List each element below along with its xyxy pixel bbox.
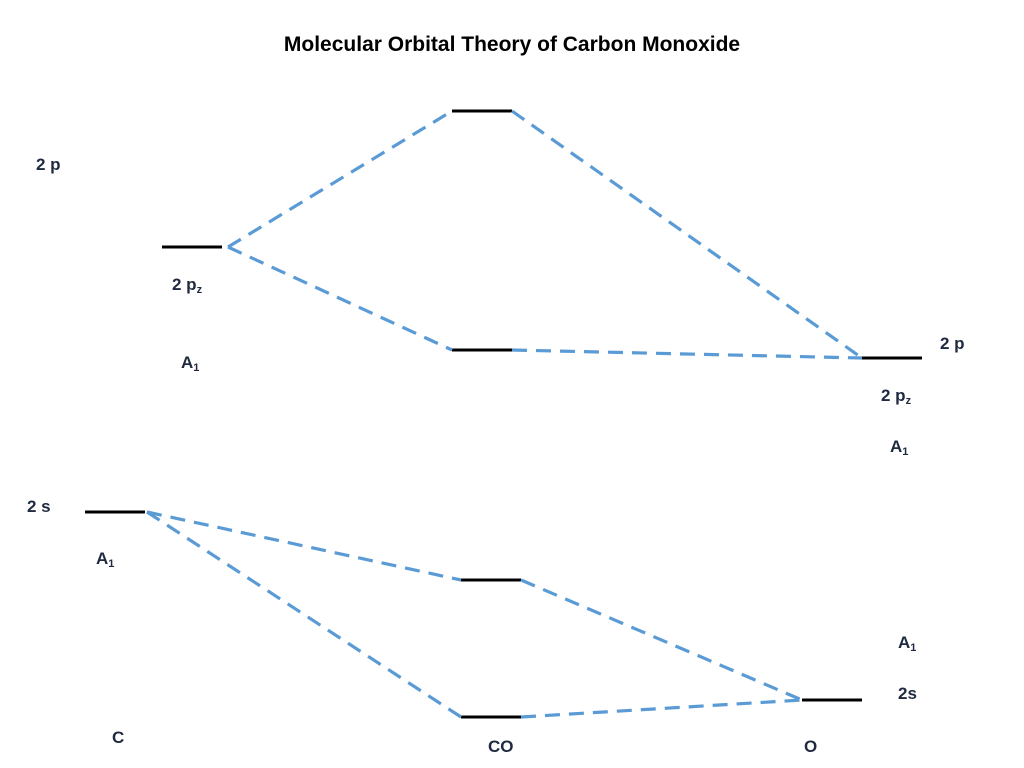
carbon-atom-label: C — [112, 728, 125, 747]
connector-bonding-to-o2s — [520, 698, 803, 719]
carbon-2pz-label: 2 pz — [172, 275, 203, 296]
connector-c2p-to-bonding — [227, 245, 453, 352]
oxygen-atom-label: O — [804, 737, 818, 756]
diagram-title: Molecular Orbital Theory of Carbon Monox… — [283, 33, 741, 56]
oxygen-2s-label: 2s — [898, 684, 917, 703]
connector-c2s-to-bonding — [146, 510, 462, 719]
connector-bonding-to-o2p — [511, 348, 863, 360]
oxygen-a1-lower-label: A1 — [898, 633, 917, 654]
oxygen-2pz-label: 2 pz — [881, 386, 912, 407]
connector-antibonding-to-o2s — [520, 578, 803, 702]
connector-c2s-to-antibonding — [146, 510, 462, 582]
molecule-label: CO — [488, 737, 514, 756]
connector-antibonding-to-o2p — [511, 109, 863, 360]
carbon-a1-upper-label: A1 — [181, 353, 200, 374]
oxygen-a1-upper-label: A1 — [890, 437, 909, 458]
carbon-2s-label: 2 s — [27, 497, 51, 516]
oxygen-2p-label: 2 p — [940, 334, 965, 353]
carbon-a1-lower-label: A1 — [96, 549, 115, 570]
connector-c2p-to-antibonding — [227, 109, 453, 249]
carbon-2p-label: 2 p — [36, 155, 61, 174]
